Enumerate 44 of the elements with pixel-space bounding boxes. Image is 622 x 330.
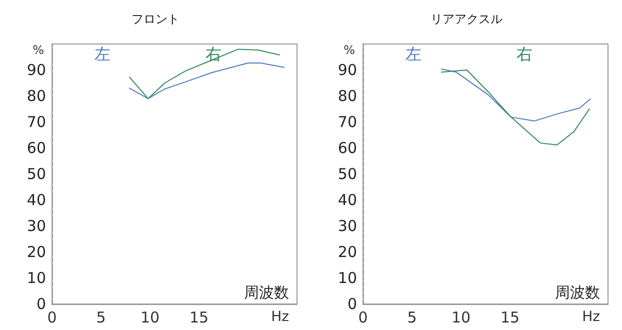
- y-tick-label: 20: [26, 243, 46, 261]
- y-tick-label: 60: [338, 139, 357, 157]
- series-label: 右: [206, 44, 222, 64]
- y-tick-label: 90: [26, 61, 46, 79]
- y-tick-label: 90: [338, 61, 357, 79]
- x-tick-label: 0: [358, 308, 368, 326]
- y-axis-title: %: [32, 43, 44, 57]
- line-series: [440, 68, 591, 122]
- x-tick-label: 10: [140, 308, 160, 326]
- y-tick-label: 30: [26, 217, 46, 235]
- x-axis-title: 周波数: [244, 284, 289, 302]
- text: Hz: [582, 309, 600, 325]
- y-tick-label: 60: [26, 139, 46, 157]
- text: 右: [516, 44, 532, 64]
- y-tick-label: 80: [338, 87, 357, 105]
- y-tick-label: 80: [26, 87, 46, 105]
- line-series: [128, 48, 280, 100]
- y-tick-label: 0: [36, 295, 46, 313]
- chart-title: リアアクスル: [430, 12, 502, 26]
- y-tick-label: 10: [338, 269, 357, 287]
- y-tick-label: 40: [338, 191, 357, 209]
- y-tick-label: 40: [26, 191, 46, 209]
- x-tick-label: 5: [407, 308, 417, 326]
- x-tick-label: 15: [500, 308, 520, 326]
- y-tick-label: 30: [338, 217, 357, 235]
- x-tick-label: 5: [96, 308, 106, 326]
- x-tick-label: 0: [47, 308, 57, 326]
- series-label: 左: [406, 44, 422, 64]
- x-axis-title: 周波数: [555, 284, 600, 302]
- line-series: [440, 70, 590, 146]
- x-tick-label: 10: [451, 308, 471, 326]
- y-tick-label: 10: [26, 269, 46, 287]
- y-tick-label: 50: [338, 165, 357, 183]
- y-tick-label: 70: [26, 113, 46, 131]
- line-series: [128, 62, 285, 100]
- y-tick-label: 0: [347, 295, 357, 313]
- y-tick-label: 50: [26, 165, 46, 183]
- chart-title: フロント: [132, 12, 180, 26]
- y-axis-title: %: [344, 43, 355, 57]
- series-label: 左: [94, 44, 110, 64]
- x-tick-label: 15: [189, 308, 209, 326]
- text: Hz: [271, 309, 290, 325]
- y-tick-label: 70: [338, 113, 357, 131]
- y-tick-label: 20: [338, 243, 357, 261]
